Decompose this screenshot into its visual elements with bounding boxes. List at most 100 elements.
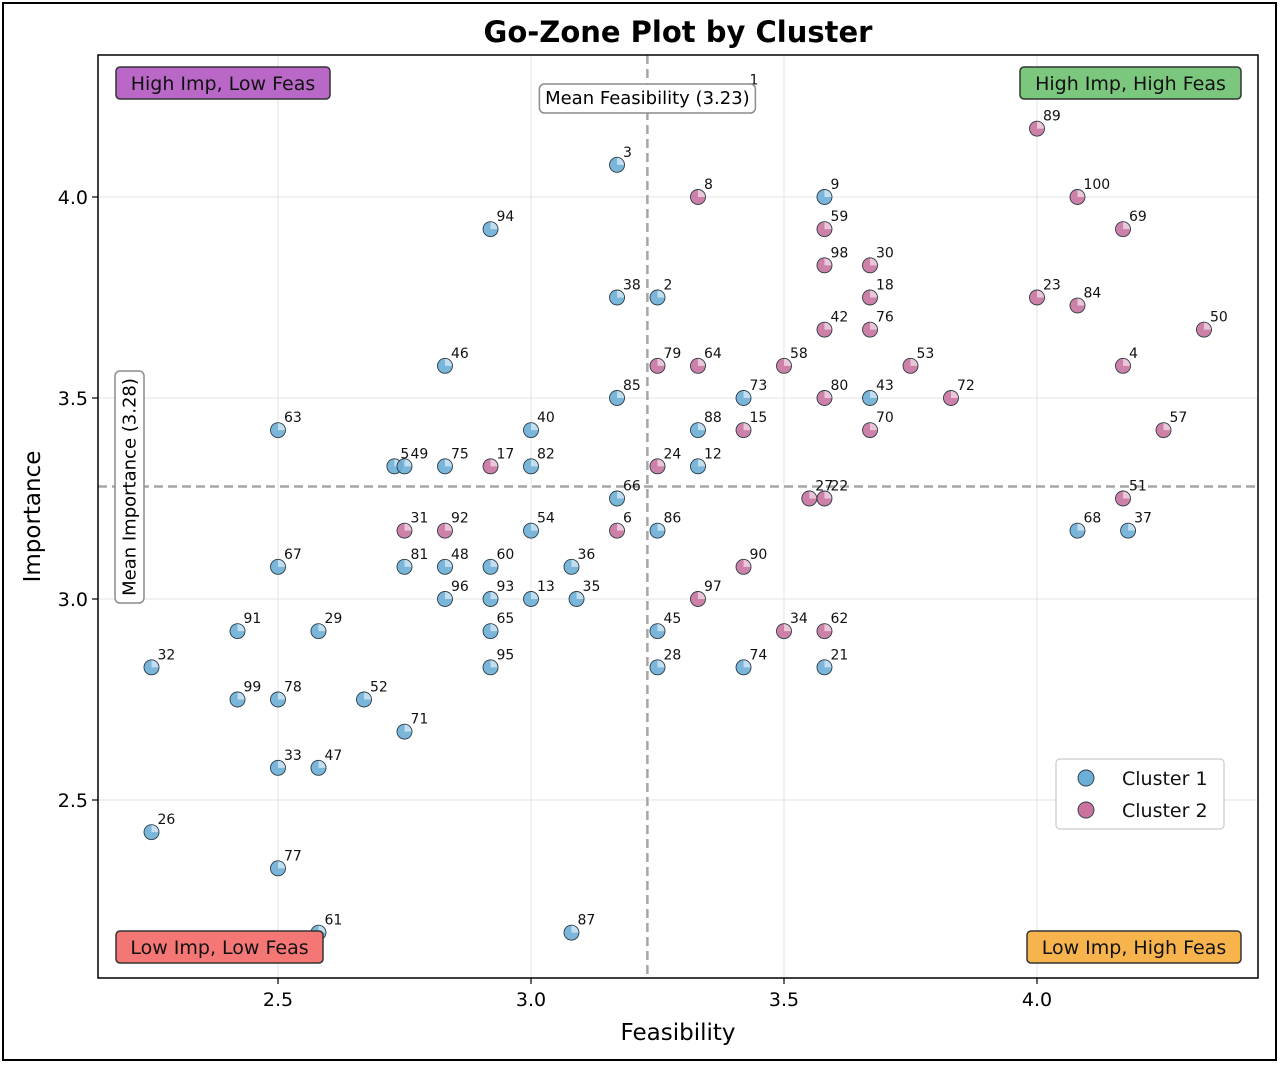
legend-label-cluster-2: Cluster 2 bbox=[1122, 800, 1208, 822]
point-highlight bbox=[531, 459, 538, 467]
point-label: 13 bbox=[537, 579, 555, 595]
point-label: 85 bbox=[623, 378, 641, 394]
point-label: 45 bbox=[664, 611, 682, 627]
y-tick-label: 2.5 bbox=[58, 790, 88, 812]
point-label: 1 bbox=[750, 72, 759, 88]
point-highlight bbox=[490, 660, 498, 668]
point-label: 54 bbox=[537, 511, 555, 527]
point-label: 74 bbox=[750, 647, 768, 663]
point-highlight bbox=[784, 358, 791, 366]
point-highlight bbox=[151, 825, 159, 833]
point-highlight bbox=[657, 290, 665, 298]
point-highlight bbox=[444, 592, 452, 599]
point-label: 9 bbox=[830, 177, 839, 193]
point-highlight bbox=[617, 290, 625, 298]
point-label: 51 bbox=[1129, 479, 1147, 495]
point-label: 29 bbox=[324, 611, 342, 627]
point-highlight bbox=[809, 491, 817, 499]
point-highlight bbox=[1128, 523, 1136, 531]
mean-feasibility-label-box bbox=[538, 83, 757, 114]
point-label: 53 bbox=[917, 346, 935, 362]
point-highlight bbox=[657, 523, 665, 531]
mean-importance-label-box bbox=[114, 370, 145, 604]
legend-marker-cluster-1 bbox=[1077, 769, 1095, 787]
point-label: 50 bbox=[1210, 310, 1228, 326]
point-label: 91 bbox=[244, 611, 262, 627]
point-highlight bbox=[657, 358, 665, 366]
point-highlight bbox=[824, 322, 832, 330]
point-label: 77 bbox=[284, 848, 302, 864]
point-label: 27 bbox=[815, 479, 833, 495]
point-label: 3 bbox=[623, 145, 632, 161]
point-highlight bbox=[1203, 322, 1211, 330]
point-label: 93 bbox=[497, 579, 515, 595]
point-label: 62 bbox=[830, 611, 848, 627]
point-label: 69 bbox=[1129, 209, 1147, 225]
point-label: 75 bbox=[451, 446, 469, 462]
y-tick-label: 3.0 bbox=[58, 589, 88, 611]
point-label: 84 bbox=[1083, 286, 1101, 302]
point-label: 79 bbox=[664, 346, 682, 362]
y-tick-label: 4.0 bbox=[58, 187, 88, 209]
point-label: 92 bbox=[451, 511, 469, 527]
point-highlight bbox=[617, 491, 625, 499]
point-highlight bbox=[237, 692, 245, 700]
quadrant-label-bottom-right: Low Imp, High Feas bbox=[1042, 937, 1227, 959]
point-highlight bbox=[824, 258, 832, 266]
point-highlight bbox=[1123, 358, 1131, 366]
point-label: 37 bbox=[1134, 511, 1152, 527]
point-highlight bbox=[657, 624, 665, 632]
point-label: 99 bbox=[244, 680, 262, 696]
point-highlight bbox=[697, 592, 705, 599]
point-label: 61 bbox=[324, 913, 342, 929]
point-highlight bbox=[1037, 290, 1044, 298]
point-highlight bbox=[1037, 121, 1044, 129]
y-tick-label: 3.5 bbox=[58, 388, 88, 410]
point-highlight bbox=[697, 358, 705, 366]
point-highlight bbox=[278, 692, 285, 700]
point-label: 42 bbox=[830, 310, 848, 326]
quadrant-label-top-left: High Imp, Low Feas bbox=[131, 73, 316, 95]
point-highlight bbox=[151, 660, 159, 668]
point-label: 36 bbox=[577, 547, 595, 563]
plot-frame bbox=[97, 54, 1259, 979]
point-highlight bbox=[490, 559, 498, 567]
point-label: 46 bbox=[451, 346, 469, 362]
point-highlight bbox=[444, 358, 452, 366]
legend-box bbox=[1055, 758, 1225, 830]
point-highlight bbox=[657, 660, 665, 668]
y-axis-label: Importance bbox=[20, 451, 46, 583]
point-label: 82 bbox=[537, 446, 555, 462]
x-tick-label: 4.0 bbox=[1022, 989, 1052, 1011]
quadrant-label-box-bottom-left bbox=[115, 930, 324, 964]
x-tick-label: 2.5 bbox=[263, 989, 293, 1011]
quadrant-label-top-right: High Imp, High Feas bbox=[1035, 73, 1226, 95]
point-highlight bbox=[490, 459, 498, 467]
point-label: 97 bbox=[704, 579, 722, 595]
point-highlight bbox=[1077, 298, 1085, 306]
chart-title: Go-Zone Plot by Cluster bbox=[484, 15, 874, 49]
point-highlight bbox=[444, 559, 452, 567]
point-label: 78 bbox=[284, 680, 302, 696]
point-highlight bbox=[824, 190, 832, 197]
point-highlight bbox=[404, 523, 412, 531]
point-label: 64 bbox=[704, 346, 722, 362]
point-label: 4 bbox=[1129, 346, 1138, 362]
point-label: 81 bbox=[411, 547, 429, 563]
point-label: 71 bbox=[411, 712, 429, 728]
point-highlight bbox=[404, 559, 412, 567]
point-highlight bbox=[657, 459, 665, 467]
point-label: 68 bbox=[1083, 511, 1101, 527]
point-highlight bbox=[870, 391, 878, 398]
point-label: 34 bbox=[790, 611, 808, 627]
point-label: 17 bbox=[497, 446, 515, 462]
point-label: 67 bbox=[284, 547, 302, 563]
point-highlight bbox=[697, 190, 705, 197]
point-label: 65 bbox=[497, 611, 515, 627]
point-highlight bbox=[743, 423, 751, 431]
legend-marker-cluster-2 bbox=[1077, 801, 1095, 819]
point-highlight bbox=[1163, 423, 1171, 431]
point-label: 43 bbox=[876, 378, 894, 394]
